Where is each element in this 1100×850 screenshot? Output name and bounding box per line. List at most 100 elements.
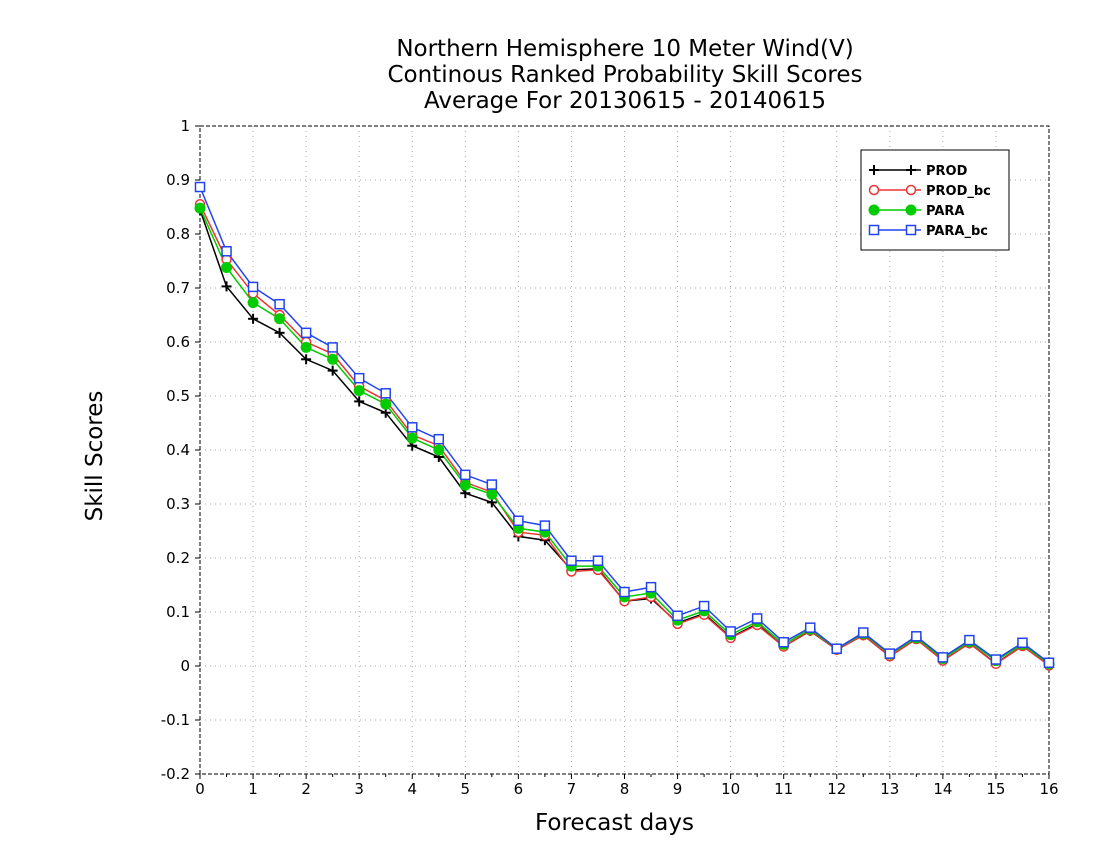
chart-title-line-2: Continous Ranked Probability Skill Score… [387,62,863,88]
data-point [804,622,816,633]
y-tick-label: 0.5 [166,387,190,405]
data-point [1043,657,1055,669]
legend-label: PROD [926,164,968,179]
y-tick-label: 0.1 [166,603,190,621]
x-tick-label: 11 [774,780,793,798]
data-point [406,432,418,444]
chart-title-line-1: Northern Hemisphere 10 Meter Wind(V) [396,36,854,62]
legend-label: PARA_bc [926,224,988,239]
data-point [964,634,975,646]
data-point [539,520,551,531]
x-tick-label: 2 [301,780,311,798]
data-point [194,202,206,214]
x-tick-label: 12 [827,780,846,798]
data-point [194,181,206,193]
legend: PROD PROD_bc PARA PARA_bc [860,149,1010,251]
y-tick-label: 0.2 [166,549,190,567]
data-point [725,626,736,637]
legend-marker-start [868,204,880,216]
legend-marker-end [906,165,916,175]
grid [200,126,1049,774]
x-tick-label: 14 [933,780,952,798]
axis-ticks: 0 1 2 3 4 5 6 7 8 9 10 11 12 13 14 15 16-0.2-0.100.10.20… [161,117,1059,798]
chart-title-line-3: Average For 20130615 - 20140615 [423,88,827,114]
data-point [937,652,949,663]
y-tick-label: -0.1 [161,711,190,729]
data-point [300,327,312,339]
legend-marker-end [905,184,917,196]
series-points-para-bc [194,181,1055,669]
data-point [301,354,312,365]
data-point [353,385,365,397]
x-tick-label: 1 [248,780,258,798]
data-point [221,246,232,257]
data-point [327,353,339,365]
x-tick-label: 5 [461,780,471,798]
x-tick-label: 0 [195,780,205,798]
legend-label: PROD_bc [926,184,991,199]
data-point [221,281,232,292]
x-tick-label: 10 [721,780,740,798]
data-point [433,433,445,445]
y-tick-label: 0.3 [166,495,190,513]
legend-marker-start [869,165,879,175]
x-tick-label: 4 [407,780,417,798]
data-point [778,636,789,648]
data-point [433,444,445,456]
x-tick-label: 9 [673,780,683,798]
data-point [831,643,842,654]
data-point [459,479,471,491]
x-tick-label: 7 [567,780,577,798]
legend-item: PARA_bc [868,224,988,239]
data-point [407,422,418,433]
series-lines [194,181,1055,671]
data-point [300,341,312,353]
data-point [247,297,259,309]
data-point [566,555,577,566]
x-tick-label: 6 [514,780,524,798]
legend-marker-start [868,224,880,236]
x-tick-label: 13 [880,780,899,798]
data-point [911,631,922,642]
data-point [486,479,498,490]
data-point [327,365,338,376]
data-point [592,555,604,566]
data-point [619,586,630,598]
data-point [645,581,657,593]
series-points-para [194,202,1055,670]
data-point [486,488,498,500]
data-point [380,388,391,399]
legend-item: PARA [868,204,964,219]
x-axis-title: Forecast days [535,810,694,836]
data-point [460,469,471,481]
data-point [1017,637,1028,649]
x-tick-label: 3 [354,780,364,798]
x-tick-label: 16 [1039,780,1058,798]
data-point [858,627,869,638]
data-point [274,313,286,325]
data-point [884,648,896,659]
x-tick-label: 8 [620,780,630,798]
data-point [513,515,524,526]
y-tick-label: 0.9 [166,171,190,189]
y-tick-label: 0 [180,657,190,675]
data-point [247,281,259,293]
x-tick-label: 15 [986,780,1005,798]
data-point [672,610,683,622]
data-point [274,327,285,338]
legend-marker-start [868,184,880,196]
data-point [274,298,285,310]
legend-box [860,149,1010,251]
legend-item: PROD [869,164,968,179]
y-tick-label: 1 [180,117,190,135]
y-tick-label: 0.6 [166,333,190,351]
legend-marker-end [905,204,917,216]
data-point [698,600,710,612]
y-tick-label: -0.2 [161,765,190,783]
y-tick-label: 0.4 [166,441,190,459]
legend-item: PROD_bc [868,184,991,199]
data-point [354,396,365,407]
data-point [248,313,259,324]
y-tick-label: 0.7 [166,279,190,297]
